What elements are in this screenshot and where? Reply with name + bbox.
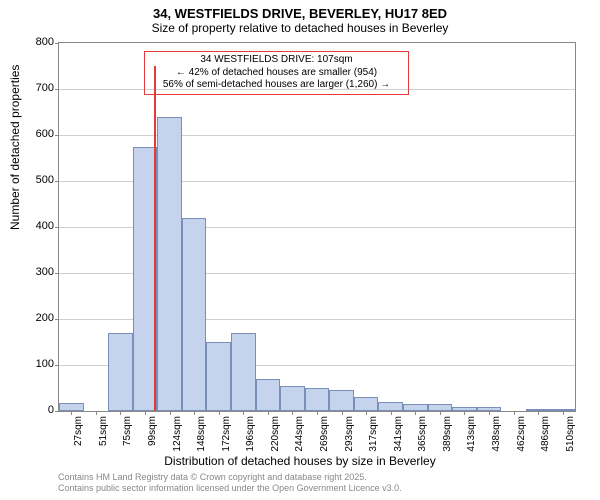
y-tick-label: 800 [14, 36, 54, 48]
histogram-bar [231, 333, 256, 411]
x-tick-label: 172sqm [221, 416, 232, 456]
y-tick [55, 319, 59, 320]
x-tick-label: 462sqm [516, 416, 527, 456]
x-tick-label: 510sqm [565, 416, 576, 456]
x-tick-label: 438sqm [491, 416, 502, 456]
x-tick [391, 411, 392, 415]
histogram-bar [305, 388, 330, 411]
histogram-bar [403, 404, 428, 411]
x-tick-label: 99sqm [147, 416, 158, 456]
x-tick-label: 196sqm [245, 416, 256, 456]
y-tick-label: 300 [14, 266, 54, 278]
property-callout: 34 WESTFIELDS DRIVE: 107sqm← 42% of deta… [144, 51, 409, 95]
footer-line-1: Contains HM Land Registry data © Crown c… [58, 472, 402, 483]
x-tick-label: 244sqm [294, 416, 305, 456]
y-tick-label: 600 [14, 128, 54, 140]
x-tick [170, 411, 171, 415]
histogram-bar [280, 386, 305, 411]
histogram-bar [108, 333, 133, 411]
x-tick-label: 148sqm [196, 416, 207, 456]
histogram-bar [59, 403, 84, 411]
x-tick-label: 389sqm [442, 416, 453, 456]
x-tick [489, 411, 490, 415]
x-tick [145, 411, 146, 415]
footer-line-2: Contains public sector information licen… [58, 483, 402, 494]
x-tick [514, 411, 515, 415]
histogram-bar [378, 402, 403, 411]
x-tick-label: 27sqm [73, 416, 84, 456]
x-tick [194, 411, 195, 415]
x-tick [268, 411, 269, 415]
footer-attribution: Contains HM Land Registry data © Crown c… [58, 472, 402, 494]
y-tick [55, 411, 59, 412]
x-tick [219, 411, 220, 415]
x-tick-label: 269sqm [319, 416, 330, 456]
x-tick-label: 75sqm [122, 416, 133, 456]
histogram-bar [182, 218, 207, 411]
histogram-bar [428, 404, 453, 411]
x-tick [120, 411, 121, 415]
histogram-bar [354, 397, 379, 411]
x-tick [71, 411, 72, 415]
y-tick-label: 700 [14, 82, 54, 94]
y-tick [55, 89, 59, 90]
callout-line-2: ← 42% of detached houses are smaller (95… [149, 67, 404, 80]
y-tick-label: 400 [14, 220, 54, 232]
callout-line-3: 56% of semi-detached houses are larger (… [149, 79, 404, 92]
x-tick [464, 411, 465, 415]
x-tick [342, 411, 343, 415]
x-tick-label: 365sqm [417, 416, 428, 456]
x-tick-label: 293sqm [344, 416, 355, 456]
y-tick [55, 135, 59, 136]
y-tick-label: 0 [14, 404, 54, 416]
x-tick-label: 413sqm [466, 416, 477, 456]
x-tick [563, 411, 564, 415]
y-tick [55, 181, 59, 182]
y-tick-label: 100 [14, 358, 54, 370]
chart-plot-area: 34 WESTFIELDS DRIVE: 107sqm← 42% of deta… [58, 42, 576, 412]
histogram-bar [157, 117, 182, 411]
x-tick-label: 317sqm [368, 416, 379, 456]
x-tick [538, 411, 539, 415]
y-tick [55, 365, 59, 366]
x-tick-label: 51sqm [98, 416, 109, 456]
chart-title: 34, WESTFIELDS DRIVE, BEVERLEY, HU17 8ED [0, 0, 600, 21]
property-marker-line [154, 66, 156, 411]
x-tick [243, 411, 244, 415]
y-tick-label: 200 [14, 312, 54, 324]
callout-line-1: 34 WESTFIELDS DRIVE: 107sqm [149, 54, 404, 67]
x-tick-label: 220sqm [270, 416, 281, 456]
y-tick [55, 43, 59, 44]
histogram-bar [329, 390, 354, 411]
x-tick-label: 341sqm [393, 416, 404, 456]
histogram-bar [206, 342, 231, 411]
histogram-bar [256, 379, 281, 411]
x-tick [440, 411, 441, 415]
x-tick [317, 411, 318, 415]
x-axis-label: Distribution of detached houses by size … [0, 454, 600, 468]
y-tick [55, 227, 59, 228]
x-tick [415, 411, 416, 415]
x-tick-label: 124sqm [172, 416, 183, 456]
chart-subtitle: Size of property relative to detached ho… [0, 21, 600, 39]
gridline [59, 135, 575, 136]
x-tick-label: 486sqm [540, 416, 551, 456]
x-tick [292, 411, 293, 415]
y-tick [55, 273, 59, 274]
x-tick [96, 411, 97, 415]
x-tick [366, 411, 367, 415]
y-tick-label: 500 [14, 174, 54, 186]
